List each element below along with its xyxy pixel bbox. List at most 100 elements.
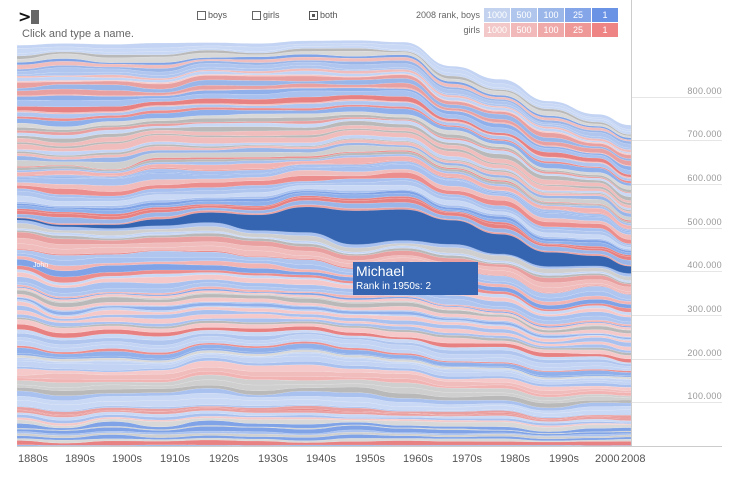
boys-checkbox[interactable] [197, 10, 206, 20]
name-streamgraph[interactable] [17, 40, 631, 446]
name-stream[interactable] [17, 287, 631, 330]
name-stream[interactable] [17, 297, 631, 340]
name-stream[interactable] [17, 370, 631, 398]
name-stream[interactable] [17, 56, 631, 142]
name-stream[interactable] [17, 417, 631, 432]
name-stream[interactable] [17, 82, 631, 166]
name-stream[interactable] [17, 90, 631, 175]
name-stream[interactable] [17, 286, 631, 328]
name-stream[interactable] [17, 305, 631, 348]
rank-cell-boys[interactable]: 500 [511, 8, 537, 22]
name-stream[interactable] [17, 416, 631, 428]
name-stream[interactable] [17, 284, 631, 327]
name-stream[interactable] [17, 100, 631, 182]
rank-cell-boys[interactable]: 100 [538, 8, 564, 22]
name-stream[interactable] [17, 374, 631, 401]
name-stream[interactable] [17, 281, 631, 325]
name-stream[interactable] [17, 351, 631, 381]
name-stream[interactable] [17, 425, 631, 436]
name-stream[interactable] [17, 392, 631, 414]
name-stream[interactable] [17, 405, 631, 420]
name-stream[interactable] [17, 99, 631, 179]
name-stream[interactable] [17, 43, 631, 132]
name-stream[interactable] [17, 354, 631, 385]
name-stream[interactable] [17, 388, 631, 411]
name-stream[interactable] [17, 106, 631, 186]
name-stream[interactable] [17, 349, 631, 380]
name-stream[interactable] [17, 78, 631, 162]
name-stream[interactable] [17, 231, 631, 288]
name-stream[interactable] [17, 404, 631, 419]
filter-girls[interactable]: girls [252, 8, 280, 22]
name-stream[interactable] [17, 73, 631, 156]
name-stream[interactable] [17, 384, 631, 409]
name-stream[interactable] [17, 70, 631, 154]
name-stream[interactable] [17, 367, 631, 395]
name-stream[interactable] [17, 60, 631, 145]
rank-cell-girls[interactable]: 25 [565, 23, 591, 37]
name-stream[interactable] [17, 323, 631, 363]
name-stream[interactable] [17, 410, 631, 424]
name-stream[interactable] [17, 74, 631, 159]
name-stream[interactable] [17, 343, 631, 377]
name-stream[interactable] [17, 276, 631, 323]
name-stream[interactable] [17, 352, 631, 383]
name-stream[interactable] [17, 360, 631, 391]
name-stream[interactable] [17, 420, 631, 434]
name-stream[interactable] [17, 407, 631, 421]
name-stream[interactable] [17, 424, 631, 435]
name-stream[interactable] [17, 230, 631, 285]
rank-cell-boys[interactable]: 1 [592, 8, 618, 22]
rank-cell-girls[interactable]: 1 [592, 23, 618, 37]
name-stream[interactable] [17, 357, 631, 388]
girls-checkbox[interactable] [252, 10, 261, 20]
rank-cell-girls[interactable]: 100 [538, 23, 564, 37]
streamgraph-svg[interactable] [17, 40, 631, 446]
name-stream[interactable] [17, 237, 631, 292]
name-stream[interactable] [17, 334, 631, 369]
name-stream[interactable] [17, 68, 631, 153]
name-stream[interactable] [17, 195, 631, 257]
name-stream[interactable] [17, 128, 631, 206]
name-stream[interactable] [17, 40, 631, 130]
name-stream[interactable] [17, 94, 631, 178]
name-stream[interactable] [17, 301, 631, 343]
name-stream[interactable] [17, 398, 631, 418]
rank-cell-girls[interactable]: 500 [511, 23, 537, 37]
name-stream[interactable] [17, 299, 631, 341]
both-checkbox[interactable] [309, 10, 318, 20]
name-stream[interactable] [17, 437, 631, 444]
name-stream-michael[interactable] [17, 206, 631, 274]
name-stream[interactable] [17, 431, 631, 440]
name-stream[interactable] [17, 64, 631, 150]
name-stream[interactable] [17, 223, 631, 281]
name-stream[interactable] [17, 317, 631, 356]
name-stream[interactable] [17, 429, 631, 437]
name-stream[interactable] [17, 379, 631, 404]
name-stream[interactable] [17, 434, 631, 441]
name-stream[interactable] [17, 289, 631, 334]
name-stream[interactable] [17, 329, 631, 365]
rank-cell-boys[interactable]: 25 [565, 8, 591, 22]
name-stream[interactable] [17, 439, 631, 446]
name-stream[interactable] [17, 296, 631, 338]
name-stream[interactable] [17, 338, 631, 372]
name-stream[interactable] [17, 293, 631, 338]
name-stream[interactable] [17, 45, 631, 135]
name-stream[interactable] [17, 255, 631, 306]
name-stream[interactable] [17, 444, 631, 446]
name-stream[interactable] [17, 319, 631, 360]
name-stream[interactable] [17, 228, 631, 282]
name-stream[interactable] [17, 104, 631, 184]
filter-both[interactable]: both [309, 8, 338, 22]
filter-boys[interactable]: boys [197, 8, 227, 22]
name-stream[interactable] [17, 413, 631, 426]
name-stream[interactable] [17, 50, 631, 138]
name-stream[interactable] [17, 341, 631, 373]
name-stream[interactable] [17, 229, 631, 283]
name-stream[interactable] [17, 192, 631, 256]
name-stream[interactable] [17, 61, 631, 149]
name-stream[interactable] [17, 332, 631, 367]
name-stream[interactable] [17, 129, 631, 209]
name-stream[interactable] [17, 348, 631, 378]
